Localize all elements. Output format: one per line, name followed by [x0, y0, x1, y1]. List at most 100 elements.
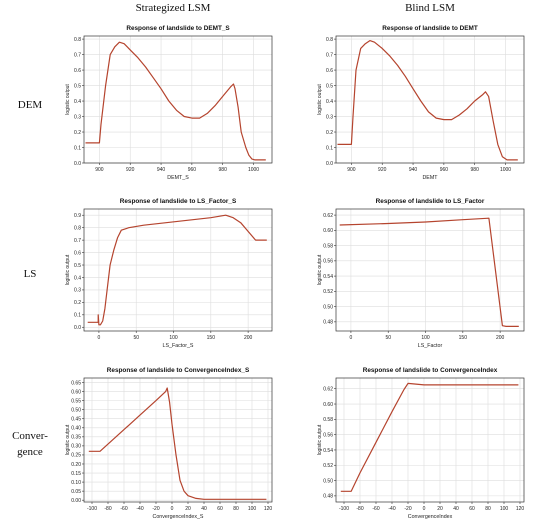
x-tick-label: 920	[126, 167, 135, 173]
x-tick-label: 150	[207, 335, 216, 341]
x-tick-label: 60	[469, 506, 475, 512]
y-tick-label: 0.40	[71, 426, 81, 432]
grid	[336, 209, 524, 331]
x-axis-label: DEMT_S	[167, 175, 189, 181]
y-tick-label: 0.62	[323, 213, 333, 219]
y-tick-label: 0.6	[74, 250, 81, 256]
plot-frame	[335, 377, 525, 503]
y-tick-label: 0.8	[74, 37, 81, 43]
chart-ls-blind: Response of landslide to LS_Factor 0 50 100…	[317, 198, 525, 349]
x-tick-label: 980	[219, 167, 228, 173]
y-tick-label: 0.20	[71, 462, 81, 468]
x-tick-label: 920	[378, 167, 387, 173]
y-axis-label: logistic output	[317, 84, 323, 115]
plot-frame	[83, 35, 273, 164]
chart-ls-strategized: Response of landslide to LS_Factor_S 0 50 1…	[65, 198, 273, 349]
x-tick-label: 20	[185, 506, 191, 512]
grid	[84, 378, 272, 502]
x-axis-label: LS_Factor	[418, 343, 443, 349]
series-line	[88, 387, 267, 500]
plot-frame	[335, 35, 525, 164]
y-tick-label: 0.0	[326, 161, 333, 167]
y-tick-label: 0.3	[74, 114, 81, 120]
row-label-line: DEM	[17, 99, 43, 111]
x-tick-label: -20	[404, 506, 411, 512]
chart-title: Response of landslide to DEMT_S	[126, 25, 230, 32]
y-tick-label: 0.2	[74, 130, 81, 136]
y-tick-label: 0.10	[71, 480, 81, 486]
x-tick-label: -60	[372, 506, 379, 512]
series-line	[85, 41, 266, 161]
y-tick-label: 0.60	[323, 402, 333, 408]
series-line	[340, 382, 519, 492]
x-tick-label: 80	[485, 506, 491, 512]
x-tick-label: 0	[423, 506, 426, 512]
y-tick-label: 0.25	[71, 453, 81, 459]
x-tick-label: 100	[248, 506, 257, 512]
y-tick-label: 0.5	[326, 83, 333, 89]
y-tick-label: 0.52	[323, 289, 333, 295]
x-tick-label: 120	[264, 506, 273, 512]
chart-title: Response of landslide to ConvergenceInde…	[363, 367, 498, 374]
x-tick-label: 50	[385, 335, 391, 341]
y-tick-label: 0.3	[326, 114, 333, 120]
y-tick-label: 0.8	[326, 37, 333, 43]
x-tick-label: 980	[471, 167, 480, 173]
x-tick-label: 200	[244, 335, 253, 341]
y-tick-label: 0.1	[74, 145, 81, 151]
chart-title: Response of landslide to LS_Factor_S	[120, 198, 237, 205]
y-tick-label: 0.4	[74, 275, 81, 281]
row-label-line: gence	[17, 446, 43, 458]
x-tick-label: 960	[188, 167, 197, 173]
x-tick-label: 20	[437, 506, 443, 512]
row-label-ls: LS	[0, 266, 60, 282]
y-tick-label: 0.15	[71, 471, 81, 477]
chart-convergence-blind: Response of landslide to ConvergenceInde…	[317, 367, 525, 520]
x-axis-label: DEMT	[422, 175, 438, 181]
grid	[336, 378, 524, 502]
y-tick-label: 0.00	[71, 498, 81, 504]
y-tick-label: 0.7	[74, 238, 81, 244]
x-tick-label: -40	[388, 506, 395, 512]
x-axis-label: ConvergenceIndex_S	[153, 514, 204, 520]
series-line	[87, 214, 267, 326]
x-tick-label: -100	[87, 506, 97, 512]
y-tick-label: 0.48	[323, 494, 333, 500]
x-tick-label: 940	[157, 167, 166, 173]
y-tick-label: 0.0	[74, 325, 81, 331]
x-tick-label: 40	[453, 506, 459, 512]
y-axis-label: logistic output	[65, 254, 71, 285]
y-tick-label: 0.60	[71, 389, 81, 395]
y-tick-label: 0.52	[323, 463, 333, 469]
y-tick-label: 0.6	[74, 68, 81, 74]
row-label-line: Conver-	[12, 430, 48, 442]
x-tick-label: 150	[459, 335, 468, 341]
y-axis-label: logistic output	[65, 84, 71, 115]
x-tick-label: 960	[440, 167, 449, 173]
x-tick-label: -40	[136, 506, 143, 512]
y-tick-label: 0.1	[326, 145, 333, 151]
series-line	[339, 217, 519, 327]
column-header-strategized: Strategized LSM	[135, 2, 211, 14]
y-axis-label: logistic output	[317, 254, 323, 285]
x-tick-label: -80	[356, 506, 363, 512]
x-tick-label: 200	[496, 335, 505, 341]
y-tick-label: 0.5	[74, 83, 81, 89]
y-tick-label: 0.56	[323, 432, 333, 438]
x-tick-label: 120	[516, 506, 525, 512]
row-label-dem: DEM	[0, 97, 60, 113]
x-tick-label: -80	[104, 506, 111, 512]
x-tick-label: 900	[347, 167, 356, 173]
chart-convergence-strategized: Response of landslide to ConvergenceInde…	[65, 367, 273, 520]
y-tick-label: 0.1	[74, 313, 81, 319]
x-tick-label: -100	[339, 506, 349, 512]
x-tick-label: 900	[95, 167, 104, 173]
x-tick-label: 100	[500, 506, 509, 512]
grid	[336, 36, 524, 164]
y-tick-label: 0.2	[74, 300, 81, 306]
x-tick-label: -20	[152, 506, 159, 512]
y-tick-label: 0.54	[323, 274, 333, 280]
x-tick-label: 0	[171, 506, 174, 512]
plot-frame	[83, 377, 273, 503]
chart-dem-blind: Response of landslide to DEMT 900 920 940 96…	[317, 25, 525, 181]
